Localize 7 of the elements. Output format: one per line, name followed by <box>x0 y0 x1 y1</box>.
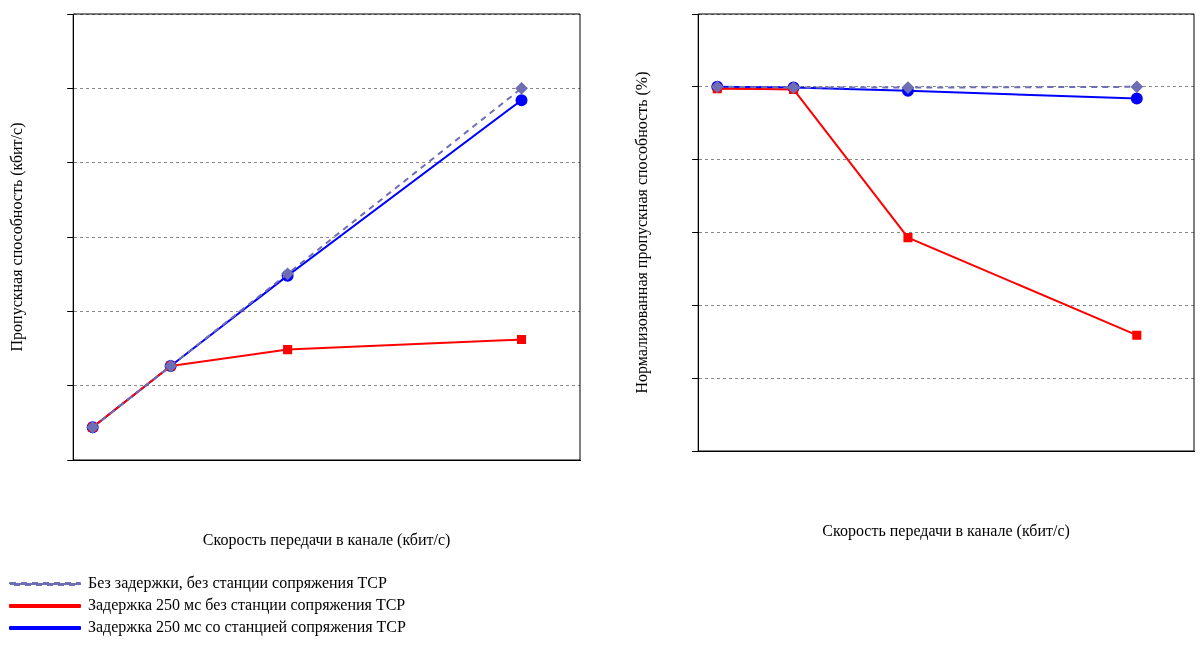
y-axis-title: Нормализованная пропускная способность (%) <box>632 71 651 394</box>
x-axis-title: Скорость передачи в канале (кбит/с) <box>202 530 451 549</box>
legend-label: Задержка 250 мс без станции сопряжения TCP <box>88 596 406 615</box>
x-axis-title: Скорость передачи в канале (кбит/с) <box>822 521 1070 540</box>
legend-label: Без задержки, без станции сопряжения TCP <box>88 574 387 593</box>
y-axis-title: Пропускная способность (кбит/с) <box>7 122 26 352</box>
legend-label: Задержка 250 мс со станцией сопряжения TCP <box>88 618 407 637</box>
